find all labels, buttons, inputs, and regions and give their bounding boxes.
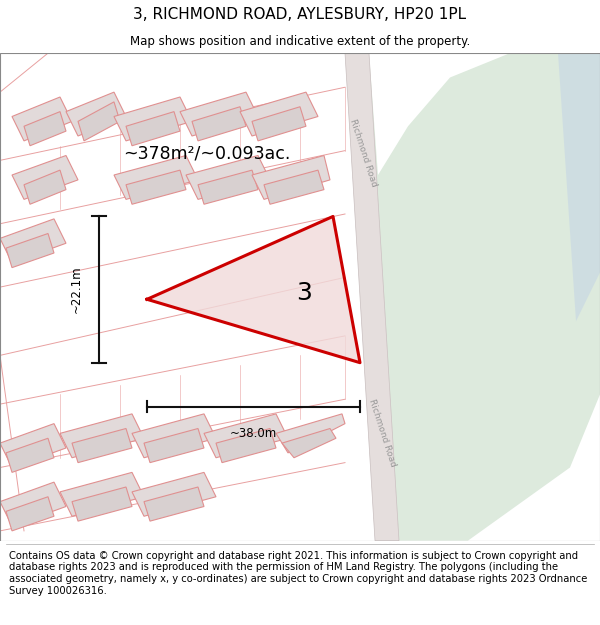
Polygon shape: [216, 429, 276, 462]
Polygon shape: [558, 53, 600, 321]
Polygon shape: [276, 414, 345, 453]
Polygon shape: [186, 156, 270, 199]
Polygon shape: [282, 429, 336, 458]
Polygon shape: [72, 429, 132, 462]
Polygon shape: [24, 170, 66, 204]
Polygon shape: [132, 414, 216, 458]
Text: Map shows position and indicative extent of the property.: Map shows position and indicative extent…: [130, 35, 470, 48]
Polygon shape: [180, 92, 258, 136]
Text: ~22.1m: ~22.1m: [70, 266, 83, 313]
Polygon shape: [60, 414, 144, 458]
Polygon shape: [345, 53, 399, 541]
Text: Richmond Road: Richmond Road: [349, 118, 379, 188]
Polygon shape: [6, 497, 54, 531]
Polygon shape: [147, 216, 360, 362]
Polygon shape: [24, 112, 66, 146]
Text: Contains OS data © Crown copyright and database right 2021. This information is : Contains OS data © Crown copyright and d…: [9, 551, 587, 596]
Polygon shape: [66, 92, 126, 136]
Polygon shape: [132, 472, 216, 516]
Polygon shape: [126, 112, 180, 146]
Text: ~38.0m: ~38.0m: [230, 427, 277, 440]
Polygon shape: [369, 53, 600, 541]
Text: Richmond Road: Richmond Road: [368, 398, 398, 469]
Polygon shape: [72, 487, 132, 521]
Polygon shape: [0, 424, 66, 468]
Polygon shape: [6, 438, 54, 472]
Text: 3: 3: [296, 281, 312, 305]
Polygon shape: [240, 92, 318, 136]
Polygon shape: [12, 156, 78, 199]
Polygon shape: [252, 156, 330, 199]
Text: ~378m²/~0.093ac.: ~378m²/~0.093ac.: [124, 144, 290, 162]
Polygon shape: [12, 97, 72, 141]
Text: 3, RICHMOND ROAD, AYLESBURY, HP20 1PL: 3, RICHMOND ROAD, AYLESBURY, HP20 1PL: [133, 8, 467, 22]
Polygon shape: [78, 102, 120, 141]
Polygon shape: [144, 487, 204, 521]
Polygon shape: [6, 234, 54, 268]
Polygon shape: [192, 107, 246, 141]
Polygon shape: [204, 414, 288, 458]
Polygon shape: [60, 472, 144, 516]
Polygon shape: [198, 170, 258, 204]
Polygon shape: [0, 219, 66, 262]
Polygon shape: [114, 97, 192, 141]
Polygon shape: [114, 156, 198, 199]
Polygon shape: [0, 482, 66, 526]
Polygon shape: [144, 429, 204, 462]
Polygon shape: [126, 170, 186, 204]
Polygon shape: [252, 107, 306, 141]
Polygon shape: [264, 170, 324, 204]
